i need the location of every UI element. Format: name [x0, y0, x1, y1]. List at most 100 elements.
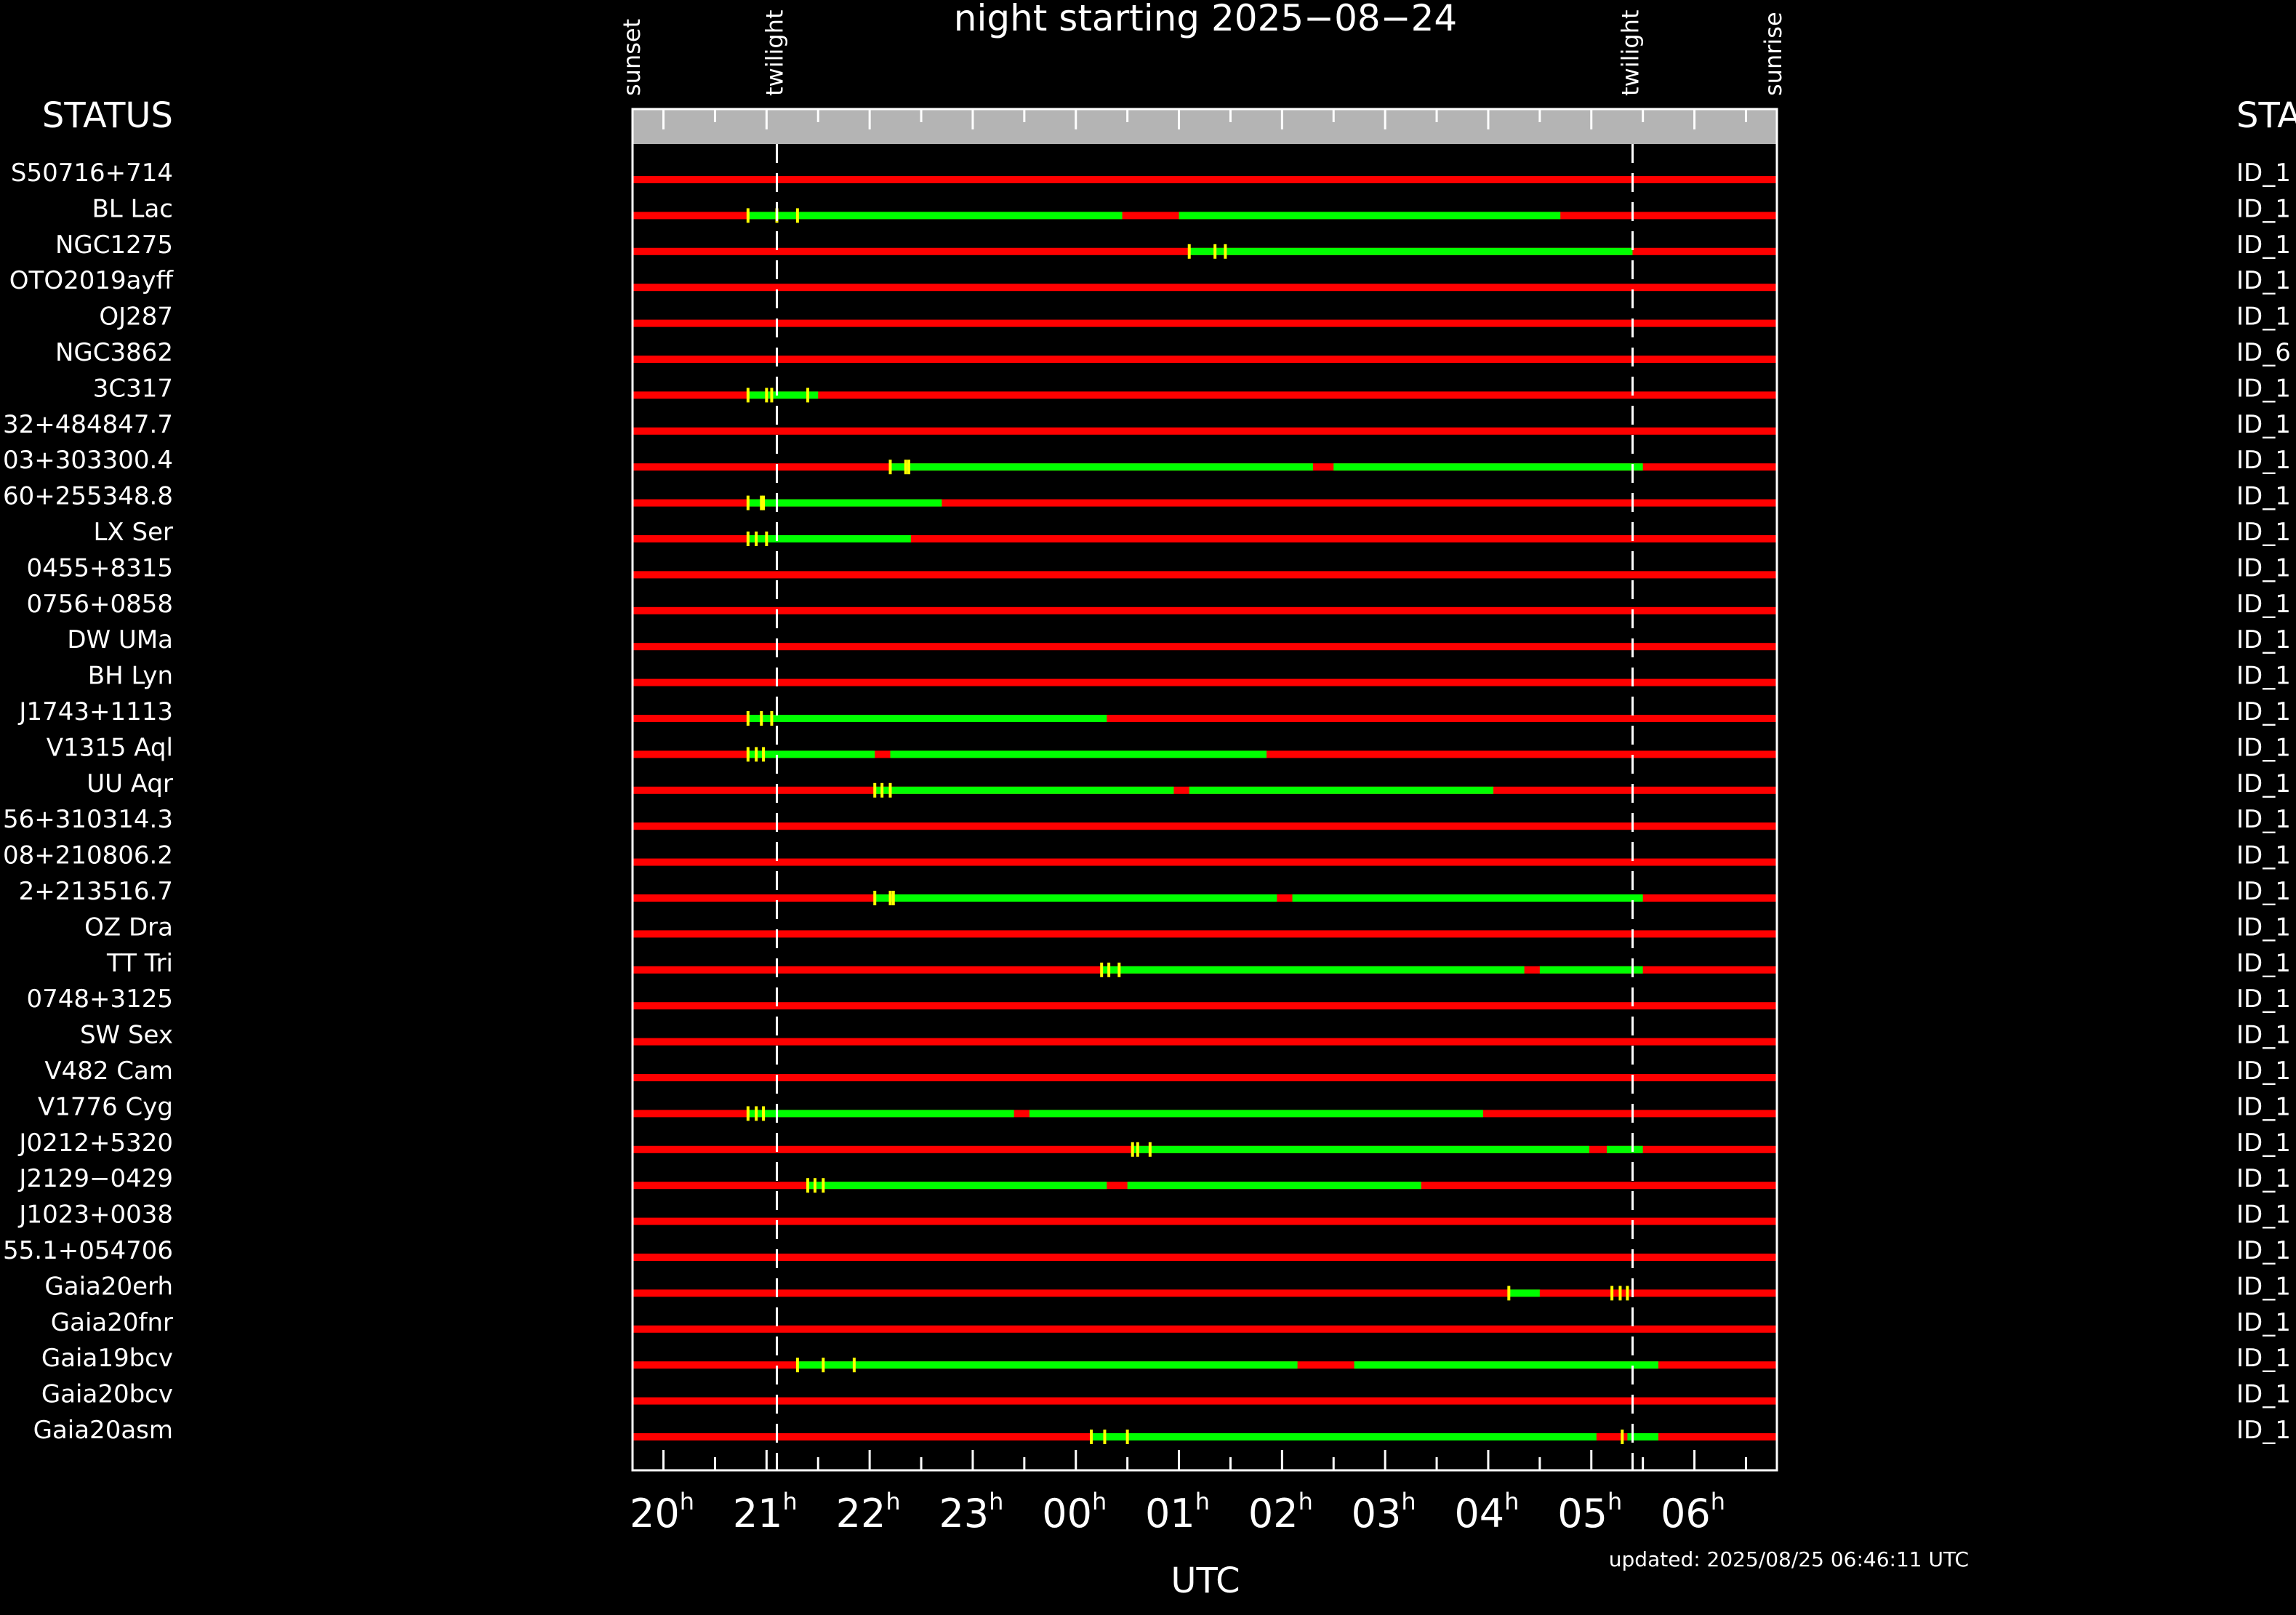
row-label: J2129−0429	[17, 1164, 173, 1193]
observable-segment	[747, 715, 1107, 722]
observable-segment	[1189, 247, 1633, 255]
row-status: ID_1	[2236, 662, 2291, 691]
event-marker	[813, 1178, 816, 1193]
row-label: 55.1+054706	[3, 1236, 173, 1265]
row-label: DW UMa	[67, 625, 173, 654]
row-label: 56+310314.3	[3, 805, 173, 834]
event-marker	[904, 460, 907, 475]
event-marker	[888, 891, 892, 905]
x-tick-label: 00h	[1042, 1488, 1107, 1536]
plot-frame	[631, 108, 1778, 1472]
event-marker	[746, 532, 750, 546]
row-status: ID_1	[2236, 374, 2291, 403]
row-status: ID_1	[2236, 194, 2291, 223]
row-status: ID_1	[2236, 266, 2291, 295]
row-status: ID_1	[2236, 410, 2291, 439]
event-marker	[765, 388, 768, 403]
event-marker	[806, 1178, 810, 1193]
event-marker	[880, 782, 884, 798]
event-marker	[1507, 1286, 1511, 1301]
row-label: J0212+5320	[17, 1129, 173, 1158]
observable-segment	[1091, 1433, 1597, 1440]
row-status: ID_1	[2236, 590, 2291, 619]
row-status: ID_1	[2236, 1092, 2291, 1121]
row-status: ID_1	[2236, 446, 2291, 475]
row-label: UU Aqr	[87, 769, 173, 798]
event-marker	[806, 388, 810, 403]
row-label: 03+303300.4	[3, 446, 173, 475]
chart-title: night starting 2025−08−24	[954, 0, 1457, 39]
observable-segment	[797, 1361, 1298, 1369]
observable-segment	[747, 750, 875, 758]
top-marker-twilight: twilight	[761, 9, 789, 96]
x-tick-label: 20h	[630, 1488, 694, 1536]
row-status: ID_1	[2236, 1164, 2291, 1193]
event-marker	[746, 711, 750, 726]
observable-segment	[875, 894, 1277, 902]
not-visible-bar	[633, 1217, 1777, 1225]
event-marker	[1148, 1142, 1152, 1157]
row-label: Gaia20erh	[44, 1272, 173, 1301]
object-rows: S50716+714 ID_1 BL Lac ID_1 NGC1275 ID_1 OTO20…	[3, 159, 2291, 1445]
event-marker	[1626, 1286, 1629, 1301]
x-tick-label: 23h	[939, 1488, 1003, 1536]
event-marker	[852, 1358, 856, 1373]
not-visible-bar	[633, 571, 1777, 579]
row-label: NGC1275	[55, 231, 173, 260]
not-visible-bar	[633, 1074, 1777, 1081]
updated-timestamp: updated: 2025/08/25 06:46:11 UTC	[1609, 1547, 1969, 1571]
observable-segment	[1539, 966, 1643, 974]
not-visible-bar	[633, 643, 1777, 651]
row-label: V482 Cam	[44, 1057, 173, 1086]
not-visible-bar	[633, 1289, 1777, 1297]
x-tick-label: 06h	[1661, 1488, 1725, 1536]
row-label: V1776 Cyg	[38, 1092, 173, 1121]
row-status: ID_1	[2236, 1201, 2291, 1230]
event-marker	[760, 711, 763, 726]
top-markers: sunset twilight twilight sunrise	[618, 9, 1787, 96]
x-tick-label: 22h	[836, 1488, 901, 1536]
not-visible-bar	[633, 284, 1777, 292]
x-tick-label: 02h	[1248, 1488, 1313, 1536]
observable-segment	[1127, 1182, 1421, 1190]
row-status: ID_1	[2236, 1129, 2291, 1158]
observable-segment	[1189, 786, 1494, 794]
observable-segment	[890, 463, 1313, 471]
event-marker	[888, 782, 892, 798]
row-label: 0756+0858	[26, 590, 173, 619]
row-status: ID_1	[2236, 1021, 2291, 1050]
row-status: ID_1	[2236, 553, 2291, 582]
not-visible-bar	[633, 858, 1777, 866]
row-status: ID_1	[2236, 625, 2291, 654]
not-visible-bar	[633, 535, 1777, 542]
event-marker	[746, 495, 750, 510]
not-visible-bar	[633, 499, 1777, 507]
top-marker-twilight: twilight	[1616, 9, 1644, 96]
row-status: ID_1	[2236, 877, 2291, 906]
right-status-header: STATUS	[2236, 95, 2296, 136]
event-marker	[1213, 244, 1217, 259]
observable-segment	[1627, 1433, 1658, 1440]
row-label: Gaia19bcv	[41, 1344, 173, 1373]
event-marker	[746, 388, 750, 403]
x-tick-label: 03h	[1352, 1488, 1416, 1536]
observable-segment	[1333, 463, 1643, 471]
not-visible-bar	[633, 678, 1777, 686]
observable-segment	[875, 786, 1174, 794]
event-marker	[873, 782, 877, 798]
event-marker	[770, 388, 774, 403]
event-marker	[1187, 244, 1191, 259]
row-status: ID_1	[2236, 159, 2291, 188]
observable-segment	[1509, 1289, 1540, 1297]
not-visible-bar	[633, 822, 1777, 830]
x-tick-label: 01h	[1145, 1488, 1210, 1536]
observable-segment	[747, 535, 911, 542]
x-tick-label: 04h	[1454, 1488, 1519, 1536]
x-tick-label: 05h	[1557, 1488, 1622, 1536]
row-status: ID_1	[2236, 1308, 2291, 1337]
row-status: ID_1	[2236, 805, 2291, 834]
row-status: ID_1	[2236, 841, 2291, 870]
x-tick-label: 21h	[733, 1488, 798, 1536]
event-marker	[1136, 1142, 1139, 1157]
